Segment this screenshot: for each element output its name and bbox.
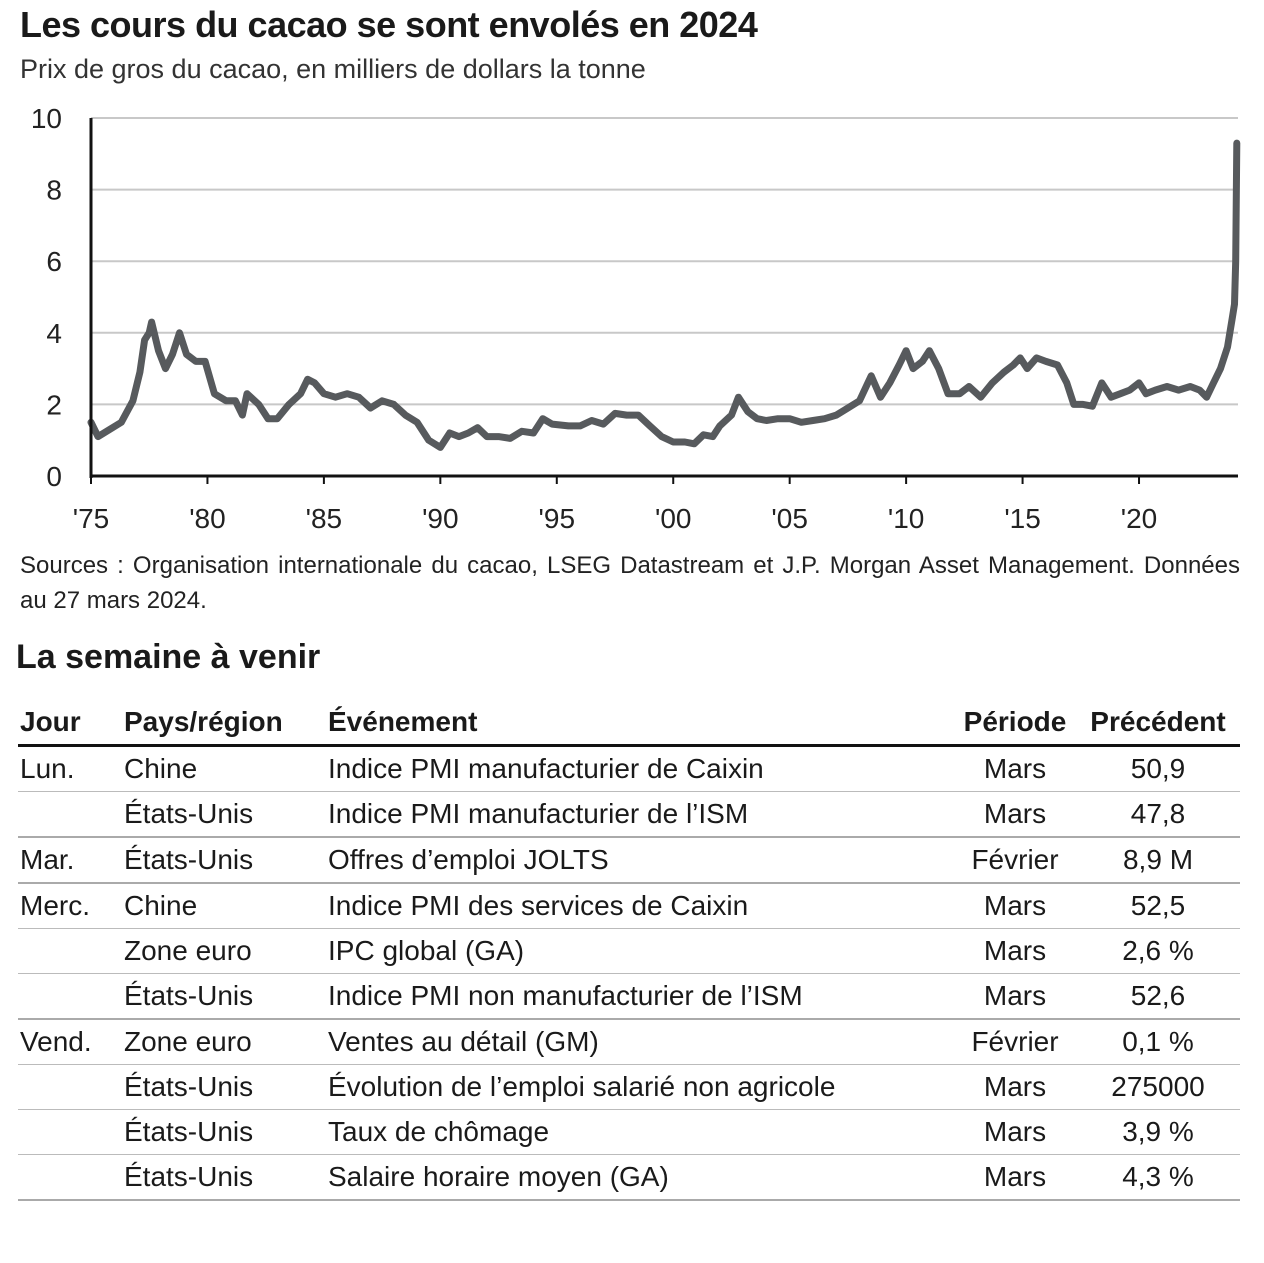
cell-day: Vend. bbox=[18, 1019, 122, 1065]
cell-previous: 52,6 bbox=[1076, 973, 1240, 1020]
table-row: États-Unis Indice PMI manufacturier de l’… bbox=[18, 791, 1240, 838]
table-row: Zone euro IPC global (GA) Mars 2,6 % bbox=[18, 928, 1240, 974]
cell-day bbox=[18, 1064, 122, 1110]
cell-country: États-Unis bbox=[122, 791, 326, 838]
cell-period: Mars bbox=[954, 928, 1076, 974]
y-tick-label: 10 bbox=[31, 103, 62, 134]
y-tick-label: 4 bbox=[46, 318, 62, 349]
x-tick-label: '90 bbox=[422, 503, 459, 534]
x-tick-label: '05 bbox=[771, 503, 808, 534]
chart-subtitle: Prix de gros du cacao, en milliers de do… bbox=[20, 54, 646, 84]
cell-day: Lun. bbox=[18, 745, 122, 792]
cell-event: Indice PMI manufacturier de Caixin bbox=[326, 745, 954, 792]
cell-country: Chine bbox=[122, 745, 326, 792]
cell-event: Salaire horaire moyen (GA) bbox=[326, 1154, 954, 1201]
week-ahead-table: Jour Pays/région Événement Période Précé… bbox=[18, 700, 1240, 1201]
y-tick-label: 2 bbox=[46, 389, 62, 420]
cell-day bbox=[18, 791, 122, 838]
x-tick-label: '95 bbox=[539, 503, 576, 534]
cell-event: Offres d’emploi JOLTS bbox=[326, 837, 954, 884]
cell-period: Mars bbox=[954, 1109, 1076, 1155]
y-tick-label: 6 bbox=[46, 246, 62, 277]
cell-previous: 52,5 bbox=[1076, 883, 1240, 929]
cell-day bbox=[18, 1109, 122, 1155]
table-row: Vend. Zone euro Ventes au détail (GM) Févri… bbox=[18, 1019, 1240, 1065]
cell-period: Mars bbox=[954, 1064, 1076, 1110]
sources-note: Sources : Organisation internationale du… bbox=[20, 552, 1240, 614]
cell-country: États-Unis bbox=[122, 973, 326, 1020]
header-previous: Précédent bbox=[1076, 700, 1240, 747]
x-tick-label: '85 bbox=[306, 503, 343, 534]
x-tick-label: '15 bbox=[1004, 503, 1041, 534]
cell-country: Zone euro bbox=[122, 1019, 326, 1065]
cell-previous: 275000 bbox=[1076, 1064, 1240, 1110]
x-tick-label: '80 bbox=[189, 503, 226, 534]
table-row: Mar. États-Unis Offres d’emploi JOLTS Févri… bbox=[18, 837, 1240, 884]
cell-day bbox=[18, 928, 122, 974]
chart-title: Les cours du cacao se sont envolés en 20… bbox=[20, 4, 758, 45]
cell-country: États-Unis bbox=[122, 1064, 326, 1110]
x-tick-label: '00 bbox=[655, 503, 692, 534]
cell-event: IPC global (GA) bbox=[326, 928, 954, 974]
y-tick-label: 8 bbox=[46, 175, 62, 206]
cocoa-price-chart: 0 2 4 6 8 10 '75 '80 '85 '90 '95 '00 '05 '10 '15 '20 bbox=[31, 103, 1241, 534]
cell-period: Mars bbox=[954, 1154, 1076, 1201]
week-ahead-title: La semaine à venir bbox=[16, 638, 321, 676]
cell-event: Indice PMI non manufacturier de l’ISM bbox=[326, 973, 954, 1020]
header-event: Événement bbox=[326, 700, 954, 747]
header-period: Période bbox=[954, 700, 1076, 747]
cell-country: Zone euro bbox=[122, 928, 326, 974]
price-series-line bbox=[87, 139, 1241, 451]
cell-country: États-Unis bbox=[122, 837, 326, 884]
cell-previous: 3,9 % bbox=[1076, 1109, 1240, 1155]
cell-day bbox=[18, 973, 122, 1020]
table-row: États-Unis Indice PMI non manufacturier d… bbox=[18, 973, 1240, 1020]
table-header: Jour Pays/région Événement Période Précé… bbox=[18, 700, 1240, 747]
cell-event: Indice PMI des services de Caixin bbox=[326, 883, 954, 929]
cell-event: Ventes au détail (GM) bbox=[326, 1019, 954, 1065]
x-tick-label: '10 bbox=[888, 503, 925, 534]
x-tick-label: '20 bbox=[1121, 503, 1158, 534]
cell-country: Chine bbox=[122, 883, 326, 929]
cell-period: Mars bbox=[954, 745, 1076, 792]
cell-period: Mars bbox=[954, 791, 1076, 838]
cell-previous: 47,8 bbox=[1076, 791, 1240, 838]
cell-previous: 4,3 % bbox=[1076, 1154, 1240, 1201]
table-row: Lun. Chine Indice PMI manufacturier de Cai… bbox=[18, 745, 1240, 792]
table-row: États-Unis Taux de chômage Mars 3,9 % bbox=[18, 1109, 1240, 1155]
cell-previous: 2,6 % bbox=[1076, 928, 1240, 974]
table-row: États-Unis Salaire horaire moyen (GA) Mars… bbox=[18, 1154, 1240, 1201]
cell-event: Évolution de l’emploi salarié non agrico… bbox=[326, 1064, 954, 1110]
cell-day bbox=[18, 1154, 122, 1201]
cell-country: États-Unis bbox=[122, 1109, 326, 1155]
cell-period: Mars bbox=[954, 883, 1076, 929]
cell-day: Merc. bbox=[18, 883, 122, 929]
table-row: États-Unis Évolution de l’emploi salarié … bbox=[18, 1064, 1240, 1110]
cell-event: Taux de chômage bbox=[326, 1109, 954, 1155]
cell-period: Mars bbox=[954, 973, 1076, 1020]
cell-day: Mar. bbox=[18, 837, 122, 884]
table-row: Merc. Chine Indice PMI des services de Cai… bbox=[18, 883, 1240, 929]
header-day: Jour bbox=[18, 700, 122, 747]
cell-period: Février bbox=[954, 837, 1076, 884]
cell-previous: 50,9 bbox=[1076, 745, 1240, 792]
cell-period: Février bbox=[954, 1019, 1076, 1065]
cell-previous: 0,1 % bbox=[1076, 1019, 1240, 1065]
cell-event: Indice PMI manufacturier de l’ISM bbox=[326, 791, 954, 838]
cell-previous: 8,9 M bbox=[1076, 837, 1240, 884]
x-tick-label: '75 bbox=[73, 503, 110, 534]
y-tick-label: 0 bbox=[46, 461, 62, 492]
header-country: Pays/région bbox=[122, 700, 326, 747]
cell-country: États-Unis bbox=[122, 1154, 326, 1201]
